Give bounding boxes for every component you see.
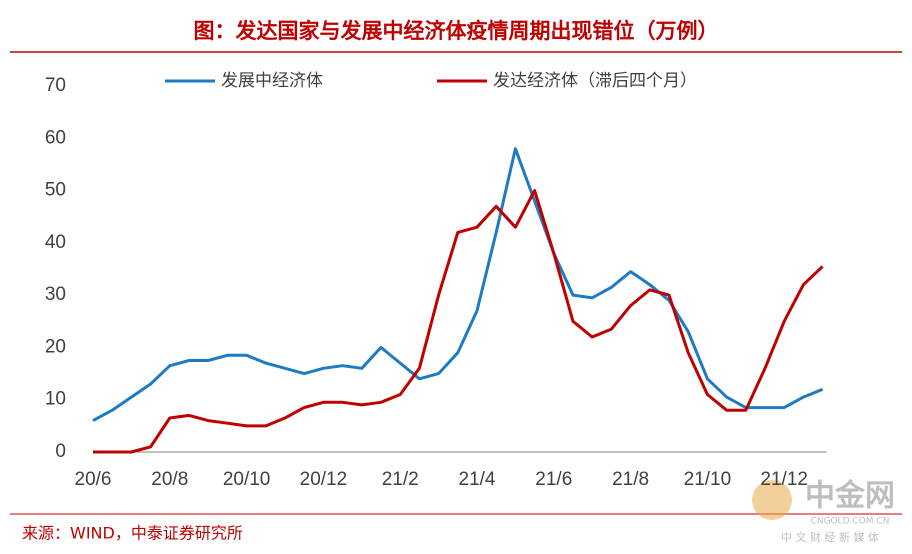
chart-title: 图：发达国家与发展中经济体疫情周期出现错位（万例） bbox=[194, 19, 719, 43]
x-tick-label: 21/12 bbox=[760, 469, 808, 490]
y-tick-label: 20 bbox=[45, 336, 66, 357]
legend-label: 发达经济体（滞后四个月） bbox=[493, 71, 697, 91]
y-tick-label: 70 bbox=[45, 75, 66, 96]
y-tick-label: 30 bbox=[45, 284, 66, 305]
x-tick-label: 21/6 bbox=[535, 469, 572, 490]
x-tick-label: 20/6 bbox=[75, 469, 112, 490]
watermark: 中金网 CNGOLD.COM.CN 中 文 财 经 新 媒 体 bbox=[752, 479, 895, 544]
series-line bbox=[92, 147, 824, 422]
watermark-logo: 中金网 bbox=[805, 479, 895, 514]
x-tick-label: 21/2 bbox=[382, 469, 419, 490]
series-line bbox=[93, 189, 824, 454]
watermark-slogan: 中 文 财 经 新 媒 体 bbox=[781, 530, 879, 544]
source: 来源：WIND，中泰证券研究所 bbox=[22, 524, 243, 543]
x-tick-label: 20/10 bbox=[223, 469, 271, 490]
y-tick-label: 50 bbox=[45, 180, 66, 201]
x-tick-label: 21/8 bbox=[612, 469, 649, 490]
legend-label: 发展中经济体 bbox=[221, 71, 323, 91]
y-tick-label: 40 bbox=[45, 232, 66, 253]
x-tick-label: 20/8 bbox=[151, 469, 188, 490]
x-tick-label: 21/10 bbox=[684, 469, 732, 490]
watermark-icon bbox=[752, 480, 792, 520]
y-tick-label: 60 bbox=[45, 127, 66, 148]
x-tick-label: 21/4 bbox=[459, 469, 496, 490]
y-tick-label: 10 bbox=[45, 389, 66, 410]
watermark-site: CNGOLD.COM.CN bbox=[811, 517, 890, 527]
y-tick-label: 0 bbox=[55, 441, 66, 462]
x-tick-label: 20/12 bbox=[300, 469, 348, 490]
